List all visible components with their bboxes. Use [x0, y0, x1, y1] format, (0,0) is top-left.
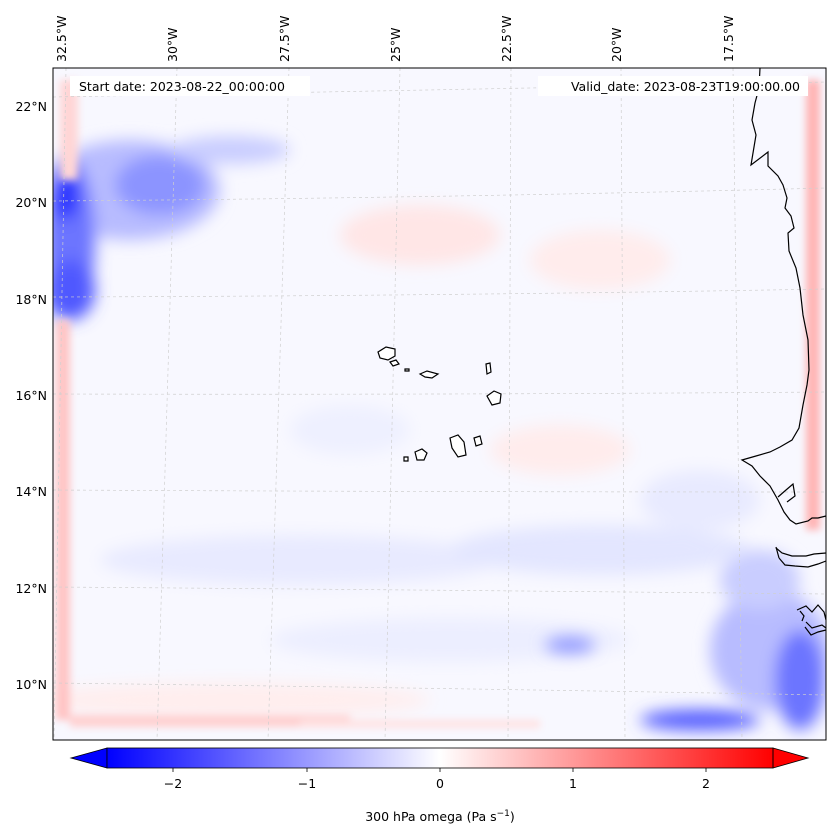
island-santa-luzia — [404, 368, 410, 372]
cape-verde-islands — [377, 346, 502, 462]
colorbar-tick-label: 2 — [702, 776, 710, 791]
island-sao-vicente — [389, 359, 400, 367]
lat-label-16n: 16°N — [15, 388, 47, 403]
field-faint-patches — [53, 205, 760, 718]
lat-label-14n: 14°N — [15, 484, 47, 499]
colorbar: −2 −1 0 1 2 300 hPa omega (Pa s−1) — [69, 747, 810, 824]
start-date-text: Start date: 2023-08-22_00:00:00 — [79, 79, 285, 94]
colorbar-label-superscript: −1 — [497, 809, 510, 819]
map-frame — [52, 67, 827, 741]
valid-date-text: Valid_date: 2023-08-23T19:00:00.00 — [571, 79, 800, 94]
lat-label-12n: 12°N — [15, 581, 47, 596]
colorbar-gradient — [107, 748, 773, 768]
omega-field — [53, 80, 826, 730]
field-red-edges — [56, 80, 820, 728]
colorbar-tick-label: 1 — [569, 776, 577, 791]
colorbar-tick-label: 0 — [436, 776, 444, 791]
start-date-box — [70, 76, 310, 96]
lat-label-10n: 10°N — [15, 677, 47, 692]
colorbar-ticks — [172, 768, 707, 772]
field-blue-southeast — [545, 550, 826, 730]
map-panel — [52, 67, 827, 741]
gridlines — [52, 67, 827, 741]
island-brava — [403, 456, 409, 462]
island-maio — [473, 435, 483, 447]
island-santiago — [449, 434, 467, 458]
field-blue-northwest — [53, 136, 290, 320]
africa-coastline — [740, 67, 827, 636]
lat-label-22n: 22°N — [15, 99, 47, 114]
lon-label-32-5w: 32.5°W — [54, 16, 69, 62]
lat-label-20n: 20°N — [15, 195, 47, 210]
lat-label-18n: 18°N — [15, 292, 47, 307]
island-sao-nicolau — [418, 370, 440, 379]
colorbar-extend-left — [69, 747, 108, 769]
island-santo-antao — [377, 346, 396, 361]
lon-label-25w: 25°W — [388, 27, 403, 62]
colorbar-extend-right — [772, 747, 810, 769]
longitude-labels: 32.5°W 30°W 27.5°W 25°W 22.5°W 20°W 17.5… — [54, 16, 736, 62]
latitude-labels: 22°N 20°N 18°N 16°N 14°N 12°N 10°N — [15, 99, 47, 692]
island-sal — [485, 362, 492, 375]
colorbar-tick-label: −1 — [298, 776, 316, 791]
valid-date-box — [538, 76, 808, 96]
island-fogo — [414, 448, 428, 461]
colorbar-tick-labels: −2 −1 0 1 2 — [164, 776, 710, 791]
lon-label-17-5w: 17.5°W — [721, 16, 736, 62]
lon-label-20w: 20°W — [609, 27, 624, 62]
date-header: Start date: 2023-08-22_00:00:00 Valid_da… — [70, 76, 808, 96]
colorbar-label-end: ) — [510, 809, 515, 824]
lon-label-22-5w: 22.5°W — [499, 16, 514, 62]
colorbar-tick-label: −2 — [164, 776, 182, 791]
lon-label-30w: 30°W — [165, 27, 180, 62]
colorbar-label-main: 300 hPa omega (Pa s — [365, 809, 496, 824]
colorbar-label: 300 hPa omega (Pa s−1) — [365, 809, 515, 824]
island-boa-vista — [486, 390, 502, 406]
lon-label-27-5w: 27.5°W — [277, 16, 292, 62]
